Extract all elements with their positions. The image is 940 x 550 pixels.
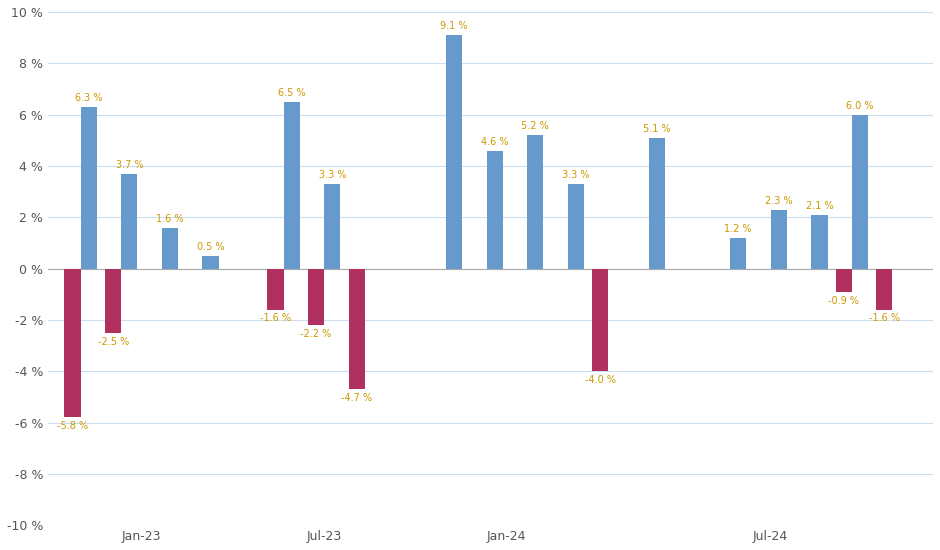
Bar (876, 268, 892, 310)
Bar (527, 135, 543, 268)
Text: 5.1 %: 5.1 % (643, 124, 671, 134)
Text: 5.2 %: 5.2 % (522, 122, 549, 131)
Bar (105, 268, 121, 333)
Text: 3.7 %: 3.7 % (116, 160, 143, 170)
Bar (771, 210, 787, 268)
Bar (267, 268, 284, 310)
Bar (852, 114, 869, 268)
Text: 3.3 %: 3.3 % (319, 170, 346, 180)
Bar (649, 138, 666, 268)
Text: 2.1 %: 2.1 % (806, 201, 833, 211)
Bar (81, 107, 97, 268)
Text: 0.5 %: 0.5 % (196, 242, 225, 252)
Bar (487, 151, 503, 268)
Text: 6.5 %: 6.5 % (278, 88, 306, 98)
Text: -4.7 %: -4.7 % (341, 393, 372, 403)
Bar (308, 268, 324, 325)
Text: -5.8 %: -5.8 % (57, 421, 88, 431)
Text: -1.6 %: -1.6 % (869, 314, 900, 323)
Bar (65, 268, 81, 417)
Text: -4.0 %: -4.0 % (585, 375, 616, 385)
Text: -0.9 %: -0.9 % (828, 295, 859, 305)
Text: 6.0 %: 6.0 % (846, 101, 874, 111)
Text: -1.6 %: -1.6 % (260, 314, 291, 323)
Text: 9.1 %: 9.1 % (440, 21, 468, 31)
Bar (811, 214, 827, 268)
Text: -2.5 %: -2.5 % (98, 337, 129, 346)
Bar (121, 174, 137, 268)
Bar (324, 184, 340, 268)
Text: 1.2 %: 1.2 % (725, 224, 752, 234)
Bar (568, 184, 584, 268)
Bar (446, 35, 462, 268)
Bar (162, 228, 178, 268)
Text: 3.3 %: 3.3 % (562, 170, 589, 180)
Text: 2.3 %: 2.3 % (765, 196, 792, 206)
Text: 1.6 %: 1.6 % (156, 213, 183, 224)
Bar (592, 268, 608, 371)
Bar (349, 268, 365, 389)
Text: 6.3 %: 6.3 % (75, 93, 102, 103)
Bar (836, 268, 852, 292)
Text: -2.2 %: -2.2 % (301, 329, 332, 339)
Bar (284, 102, 300, 268)
Bar (202, 256, 219, 268)
Text: 4.6 %: 4.6 % (481, 136, 509, 147)
Bar (730, 238, 746, 268)
